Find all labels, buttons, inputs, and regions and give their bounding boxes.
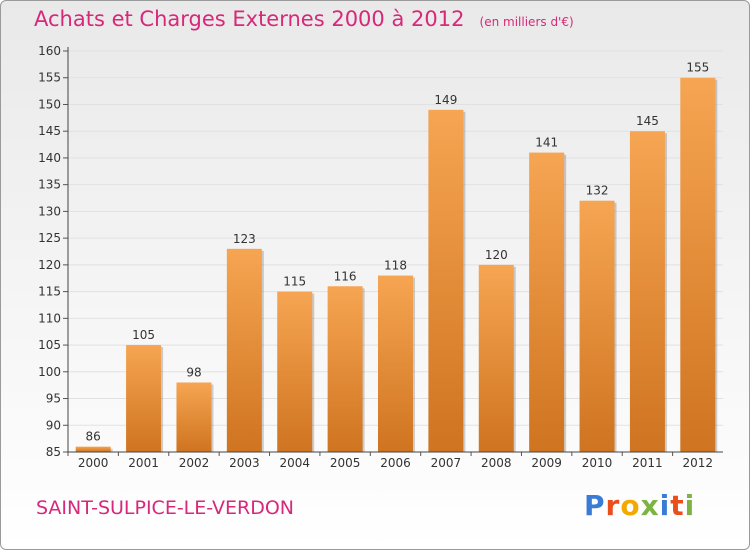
x-tick-label: 2001 — [128, 456, 159, 470]
brand-letter: o — [620, 489, 641, 522]
y-tick-label: 160 — [38, 44, 61, 58]
bar — [428, 109, 464, 453]
y-tick-label: 110 — [38, 311, 61, 325]
brand-letter: i — [684, 489, 696, 522]
x-tick-label: 2007 — [431, 456, 462, 470]
y-tick-label: 105 — [38, 338, 61, 352]
bar — [478, 264, 514, 452]
x-tick-label: 2011 — [632, 456, 663, 470]
y-tick-label: 115 — [38, 285, 61, 299]
bar — [277, 291, 313, 452]
bar — [680, 77, 716, 452]
chart-unit-note: (en milliers d'€) — [479, 15, 574, 29]
bar-value-label: 86 — [86, 430, 101, 444]
x-tick-label: 2002 — [179, 456, 210, 470]
x-tick-label: 2010 — [582, 456, 613, 470]
chart-header: Achats et Charges Externes 2000 à 2012 (… — [34, 7, 574, 31]
bar — [579, 200, 615, 452]
bar — [75, 446, 111, 452]
brand-letter: i — [659, 489, 671, 522]
bar-value-label: 115 — [283, 275, 306, 289]
y-tick-label: 150 — [38, 97, 61, 111]
bar-value-label: 120 — [485, 248, 508, 262]
x-tick-label: 2009 — [531, 456, 562, 470]
bar-value-label: 141 — [535, 136, 558, 150]
y-tick-label: 130 — [38, 204, 61, 218]
x-tick-label: 2006 — [380, 456, 411, 470]
y-tick-label: 155 — [38, 71, 61, 85]
y-tick-label: 90 — [46, 418, 61, 432]
bar — [378, 275, 413, 452]
y-tick-label: 140 — [38, 151, 61, 165]
y-tick-label: 100 — [38, 365, 61, 379]
bar-value-label: 155 — [686, 61, 709, 75]
x-tick-label: 2008 — [481, 456, 512, 470]
brand-letter: r — [605, 489, 621, 522]
y-tick-label: 145 — [38, 124, 61, 138]
brand-letter: x — [640, 489, 660, 522]
bar — [529, 152, 565, 452]
bar — [226, 248, 262, 452]
bar-value-label: 145 — [636, 114, 659, 128]
bar — [176, 382, 212, 452]
x-tick-label: 2004 — [279, 456, 310, 470]
y-tick-label: 125 — [38, 231, 61, 245]
y-tick-label: 120 — [38, 258, 61, 272]
axes: 85 90 95 100 105 110 115 120 125 130 135 140 145 150 1… — [38, 44, 723, 470]
bar-value-label: 123 — [233, 232, 256, 246]
y-tick-label: 85 — [46, 445, 61, 459]
bar-value-label: 98 — [186, 365, 201, 379]
commune-name: SAINT-SULPICE-LE-VERDON — [36, 497, 295, 519]
x-tick-label: 2003 — [229, 456, 260, 470]
chart-title: Achats et Charges Externes 2000 à 2012 — [34, 7, 465, 31]
bar-value-label: 105 — [132, 328, 155, 342]
bar-value-label: 116 — [334, 269, 357, 283]
bar-value-label: 149 — [434, 93, 457, 107]
brand-letter: t — [670, 489, 685, 522]
y-tick-label: 135 — [38, 178, 61, 192]
bar — [327, 286, 363, 452]
bar — [629, 131, 665, 452]
x-tick-label: 2012 — [683, 456, 714, 470]
bar-value-label: 132 — [586, 184, 609, 198]
proxiti-logo: Proxiti — [584, 489, 695, 522]
y-tick-label: 95 — [46, 392, 61, 406]
x-tick-label: 2000 — [78, 456, 109, 470]
x-tick-label: 2005 — [330, 456, 361, 470]
bars: 86 105 98 123 115 116 118 149 120 141 132 145 155 — [75, 61, 718, 453]
bar — [126, 345, 162, 452]
brand-letter: P — [584, 489, 606, 522]
bar-value-label: 118 — [384, 259, 407, 273]
